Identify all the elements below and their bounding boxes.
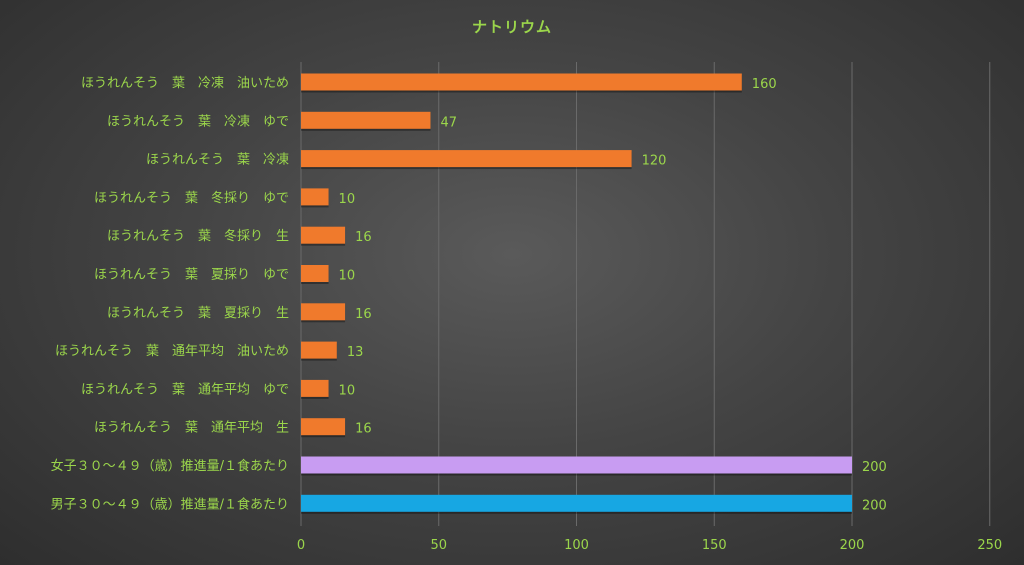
category-label: ほうれんそう 葉 冬採り 生 [107,228,289,244]
x-tick-label: 50 [430,538,447,553]
category-label: ほうれんそう 葉 冷凍 ゆで [107,113,289,129]
bar [301,341,337,359]
category-label: ほうれんそう 葉 冬採り ゆで [94,190,289,206]
x-tick-label: 250 [977,538,1002,553]
bar [301,265,329,282]
data-label: 16 [355,230,372,245]
bars [301,73,852,514]
bar [301,73,742,91]
bar [301,226,346,244]
x-tick-label: 150 [702,538,727,553]
data-label: 16 [355,422,372,437]
data-labels: 160 47 120 10 16 10 16 13 10 16 200 200 [339,77,887,513]
data-label: 10 [339,192,356,207]
category-label: ほうれんそう 葉 通年平均 生 [94,421,289,436]
bar [301,150,632,168]
x-tick-label: 200 [840,538,865,553]
bar [301,303,346,321]
data-label: 47 [440,115,457,130]
category-label: 女子３０～４９（歳）推進量/１食あたり [51,458,289,474]
data-label: 10 [339,269,356,284]
data-label: 120 [642,154,667,169]
bar [301,494,852,512]
category-label: ほうれんそう 葉 夏採り ゆで [94,268,289,283]
category-label: 男子３０～４９（歳）推進量/１食あたり [51,496,289,512]
data-label: 200 [862,460,887,475]
x-axis-tick-labels: 0 50 100 150 200 250 [297,538,1002,553]
bar [301,188,329,206]
bar [301,379,329,397]
x-tick-label: 0 [297,538,305,553]
category-label: ほうれんそう 葉 通年平均 ゆで [81,382,289,397]
bar [301,418,346,436]
category-label: ほうれんそう 葉 通年平均 油いため [55,344,289,359]
data-label: 16 [355,307,372,322]
category-label: ほうれんそう 葉 冷凍 [146,152,289,168]
data-label: 160 [752,77,777,92]
data-label: 200 [862,498,887,513]
bar [301,111,431,129]
data-label: 10 [339,383,356,398]
grid-lines [300,62,991,526]
bar [301,456,852,474]
data-label: 13 [347,345,364,360]
category-label: ほうれんそう 葉 冷凍 油いため [81,75,289,91]
x-tick-label: 100 [564,538,589,553]
chart-title: ナトリウム [472,18,552,36]
category-label: ほうれんそう 葉 夏採り 生 [107,306,289,321]
